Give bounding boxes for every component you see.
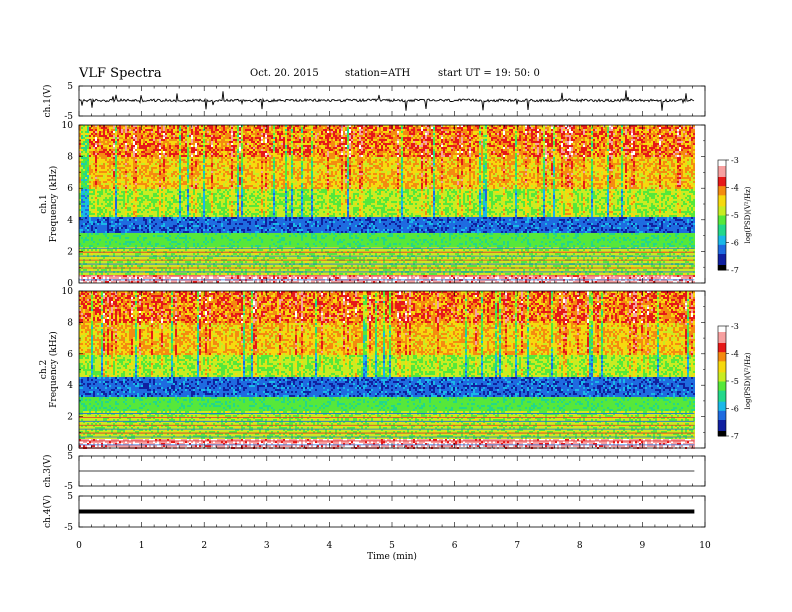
date-label: Oct. 20. 2015 [250,68,319,79]
y-tick-label: 2 [67,247,73,257]
colorbar-tick-label: -7 [731,266,739,275]
x-axis-label: Time (min) [367,551,417,562]
y-axis-label: ch.4(V) [42,495,53,528]
colorbar-tick-label: -4 [731,350,739,359]
colorbar-tick-label: -3 [731,322,739,331]
colorbar-label: log(PSD)(V²/Hz) [744,352,752,409]
y-tick-label: 4 [67,381,73,391]
x-tick-label: 9 [640,541,646,551]
y-tick-label: 4 [67,216,73,226]
colorbar-tick-label: -5 [731,377,739,386]
y-tick-label: 6 [67,184,73,194]
colorbar-1 [717,159,729,271]
ch4-waveform [79,509,695,514]
y-tick-label: 2 [67,413,73,423]
y-tick-label: 10 [62,287,74,297]
x-tick-label: 6 [452,541,458,551]
colorbar-tick-label: -6 [731,405,739,414]
x-tick-label: 2 [201,541,207,551]
y-tick-label: 5 [67,82,73,92]
x-tick-label: 10 [699,541,711,551]
y-axis-label: Frequency (kHz) [48,166,59,243]
y-tick-label: 6 [67,350,73,360]
y-tick-label: -5 [64,523,73,533]
x-tick-label: 4 [327,541,333,551]
ch2-spectrogram-axes [78,290,706,449]
x-tick-label: 3 [264,541,270,551]
ch1-waveform-axes [78,85,706,117]
ch3-waveform-axes [78,455,706,487]
ch1-waveform [78,90,695,111]
y-axis-label: ch.1 [39,194,49,213]
colorbar-tick-label: -3 [731,156,739,165]
station-label: station=ATH [345,68,410,79]
ch4-waveform-axes [78,495,706,528]
colorbar-tick-label: -4 [731,184,739,193]
ch1-spectrogram-axes [78,124,706,284]
y-tick-label: 5 [67,492,73,502]
chart-title: VLF Spectra [79,66,162,81]
x-tick-label: 7 [514,541,520,551]
y-axis-label: ch.3(V) [42,455,53,488]
y-axis-label: ch.2 [39,360,49,379]
start-time-label: start UT = 19: 50: 0 [438,68,540,79]
y-tick-label: -5 [64,112,73,122]
colorbar-tick-label: -7 [731,432,739,441]
y-tick-label: 0 [67,444,73,454]
y-tick-label: 8 [67,153,73,163]
x-tick-label: 1 [139,541,145,551]
x-tick-label: 0 [76,541,82,551]
colorbar-label: log(PSD)(V²/Hz) [744,186,752,243]
ch1-spectrogram [79,125,695,283]
x-tick-label: 8 [577,541,583,551]
y-tick-label: 10 [62,121,74,131]
ch2-spectrogram [79,291,695,449]
colorbar-tick-label: -6 [731,239,739,248]
y-tick-label: 8 [67,318,73,328]
y-axis-label: ch.1(V) [42,85,53,118]
y-axis-label: Frequency (kHz) [48,331,59,408]
y-tick-label: 5 [67,452,73,462]
colorbar-tick-label: -5 [731,211,739,220]
x-tick-label: 5 [389,541,395,551]
y-tick-label: 0 [67,279,73,289]
y-tick-label: -5 [64,482,73,492]
colorbar-2 [717,325,729,437]
